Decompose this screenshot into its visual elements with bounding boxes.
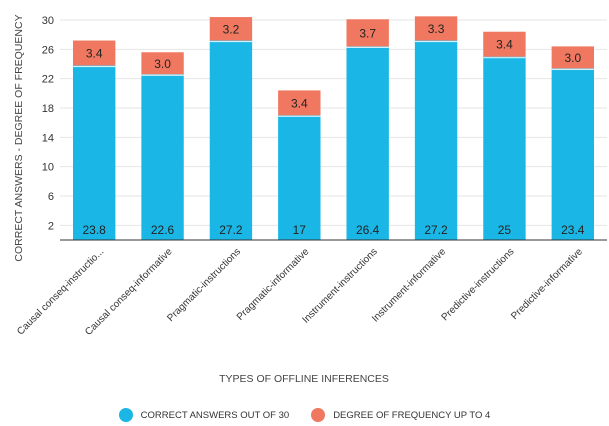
bar-degree-of-frequency: [72, 40, 116, 66]
y-tick-label: 30: [42, 15, 54, 27]
legend-label: DEGREE OF FREQUENCY UP TO 4: [333, 409, 491, 421]
bar-degree-of-frequency: [414, 16, 458, 41]
data-label-correct-answers: 23.4: [561, 223, 585, 237]
y-tick-label: 26: [42, 44, 54, 56]
legend-item-correct-answers: CORRECT ANSWERS OUT OF 30: [118, 408, 290, 422]
x-tick-label: Instrument-instructions: [301, 246, 380, 325]
bars: [72, 16, 595, 241]
data-label-correct-answers: 27.2: [424, 223, 448, 237]
data-label-degree-of-frequency: 3.3: [428, 22, 445, 36]
data-label-correct-answers: 26.4: [356, 223, 380, 237]
bar-correct-answers: [72, 65, 116, 240]
y-tick-label: 14: [42, 132, 54, 144]
legend-swatch-orange: [311, 408, 326, 422]
bar-correct-answers: [278, 115, 321, 240]
x-tick-label: Predictive-instructions: [440, 246, 517, 323]
x-tick-label: Pragmatic-informative: [235, 246, 312, 323]
bar-correct-answers: [346, 46, 389, 241]
x-axis-title: TYPES OF OFFLINE INFERENCES: [219, 373, 389, 385]
data-label-correct-answers: 25: [498, 223, 512, 237]
y-axis-title: CORRECT ANSWERS - DEGREE OF FREQUENCY: [13, 14, 25, 261]
data-label-degree-of-frequency: 3.7: [359, 26, 376, 40]
bar-correct-answers: [414, 40, 458, 241]
data-label-degree-of-frequency: 3.0: [564, 51, 581, 65]
data-label-degree-of-frequency: 3.4: [86, 47, 103, 61]
y-tick-label: 10: [42, 162, 54, 174]
data-label-correct-answers: 23.8: [83, 223, 107, 237]
legend-label: CORRECT ANSWERS OUT OF 30: [140, 409, 290, 421]
data-label-correct-answers: 17: [293, 223, 307, 237]
y-tick-label: 6: [48, 191, 54, 203]
data-label-correct-answers: 22.6: [151, 223, 175, 237]
bar-degree-of-frequency: [483, 31, 526, 57]
bar-correct-answers: [483, 56, 526, 240]
x-tick-label: Predictive-informative: [509, 246, 585, 322]
legend-swatch-blue: [118, 408, 133, 422]
bar-correct-answers: [551, 68, 595, 241]
bar-degree-of-frequency: [209, 17, 253, 41]
data-label-degree-of-frequency: 3.4: [291, 96, 308, 110]
bar-correct-answers: [141, 74, 184, 241]
x-tick-label: Pragmatic-instructions: [165, 246, 243, 324]
x-axis-ticks: Causal conseq-instructio...Causal conseq…: [15, 246, 585, 338]
bar-correct-answers: [209, 40, 253, 241]
data-label-correct-answers: 27.2: [219, 223, 243, 237]
data-label-degree-of-frequency: 3.2: [223, 22, 240, 36]
data-label-degree-of-frequency: 3.0: [154, 57, 171, 71]
bar-degree-of-frequency: [346, 19, 389, 47]
bar-degree-of-frequency: [278, 90, 321, 116]
y-tick-label: 22: [42, 74, 54, 86]
y-tick-label: 2: [48, 220, 54, 232]
data-label-degree-of-frequency: 3.4: [496, 38, 513, 52]
x-tick-label: Instrument-informative: [370, 246, 448, 324]
bar-degree-of-frequency: [551, 46, 595, 69]
legend: CORRECT ANSWERS OUT OF 30 DEGREE OF FREQ…: [0, 408, 609, 422]
bar-degree-of-frequency: [141, 52, 184, 75]
y-tick-label: 18: [42, 103, 54, 115]
data-labels: 23.8 3.4 22.6 3.0 27.2 3.2 17 3.4 26.4 3.7 27.2 3.3…: [83, 22, 585, 237]
legend-item-degree-of-frequency: DEGREE OF FREQUENCY UP TO 4: [311, 408, 490, 422]
